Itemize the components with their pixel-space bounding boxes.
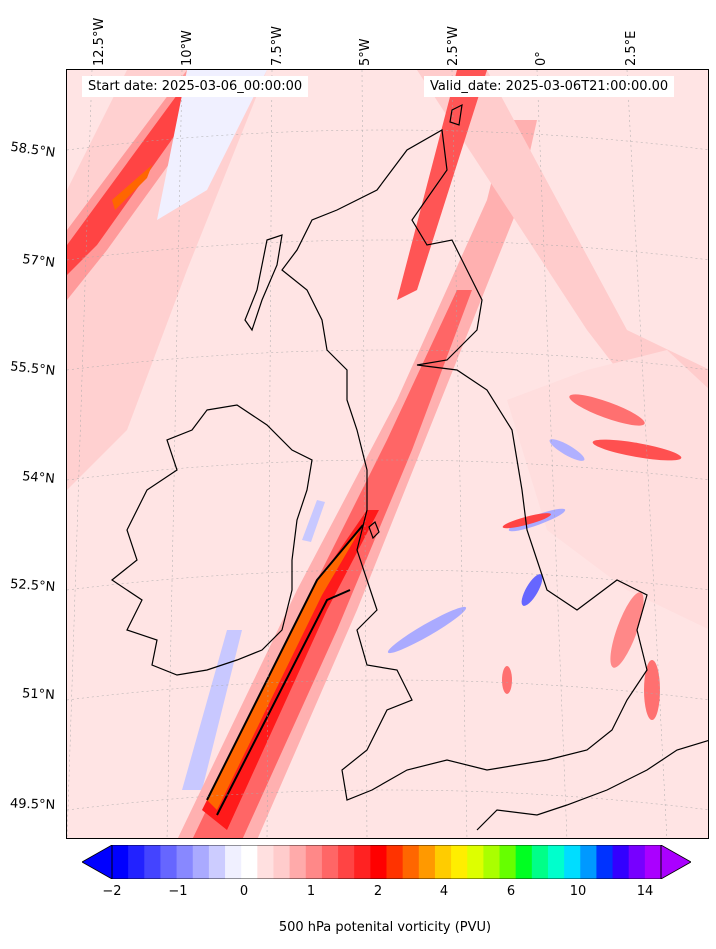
lat-label-57n: 57°N [21,252,56,271]
colorbar-segment [338,845,355,879]
lon-label-7-5w: 7.5°W [270,25,285,66]
lon-label-10w: 10°W [180,30,195,66]
colorbar-segment [531,845,549,879]
colorbar-segment [208,845,226,879]
colorbar-segment [128,845,145,879]
colorbar-segment [273,845,291,879]
colorbar-segment [644,845,662,879]
pv-low-streak-west [182,630,242,790]
colorbar-segment [160,845,178,879]
colorbar-segment [354,845,371,879]
lat-label-54n: 54°N [21,469,56,487]
colorbar-segment [144,845,161,879]
colorbar-segment [402,845,420,879]
pv-south-cell-2 [610,592,644,668]
pv-low-streak-irish-sea [302,500,325,542]
colorbar-segment [596,845,614,879]
colorbar-segment [370,845,387,879]
pv-ribbon-outer [177,120,537,838]
coastline-isle-of-man [368,521,380,540]
colorbar-border [111,845,662,879]
colorbar-segment [241,845,258,879]
pv-contour-2b [216,589,351,816]
coastline-great-britain [281,129,648,801]
lon-label-5w: 5°W [358,38,373,66]
pv-south-low [387,606,467,654]
colorbar-segment [176,845,194,879]
colorbar-tick-10: 10 [569,884,587,899]
pv-east-low-1 [549,439,585,461]
colorbar-label: 500 hPa potenital vorticity (PVU) [278,920,492,935]
pv-ribbon-max [207,525,363,810]
pv-south-cell-1 [502,666,512,694]
pv-east-cell-1 [569,394,645,426]
colorbar-tick-1: 1 [306,884,316,899]
colorbar-segment [418,845,436,879]
colorbar-tick-4: 4 [439,884,449,899]
colorbar-tick-6: 6 [506,884,516,899]
colorbar-segment [305,845,323,879]
pv-low-streak-north [157,70,267,220]
colorbar-segment [112,845,129,879]
colorbar-segment [386,845,404,879]
colorbar-tick-0: 0 [239,884,249,899]
colorbar [82,845,691,879]
lat-label-52-5n: 52.5°N [9,576,56,595]
colorbar-tick-minus2: −2 [102,884,122,899]
pv-east-cell-3 [502,513,551,529]
coastline-orkney [449,103,463,126]
lat-label-58-5n: 58.5°N [9,139,57,161]
colorbar-segment [499,845,517,879]
colorbar-segment [257,845,274,879]
lon-label-2-5e: 2.5°E [624,30,639,66]
colorbar-segment [564,845,581,879]
colorbar-segment [434,845,452,879]
pv-east-region [507,350,708,630]
start-date-label: Start date: 2025-03-06_00:00:00 [82,76,309,97]
pv-east-cell-2 [592,439,682,461]
colorbar-segment [628,845,646,879]
colorbar-tick-14: 14 [636,884,654,899]
colorbar-segment [192,845,210,879]
pv-map [66,69,709,839]
colorbar-segment [483,845,501,879]
lat-label-51n: 51°N [21,686,56,703]
coastline-ireland [110,404,313,676]
lon-label-12-5w: 12.5°W [92,17,107,66]
colorbar-segment [451,845,468,879]
colorbar-tick-minus1: −1 [168,884,188,899]
coastlines [110,103,708,831]
valid-date-label: Valid_date: 2025-03-06T21:00:00.00 [424,76,675,97]
colorbar-segment [515,845,533,879]
pv-contour-2 [206,524,364,801]
lon-label-0: 0° [534,51,549,66]
colorbar-segment [225,845,242,879]
pv-south-cell-3 [644,660,660,720]
colorbar-segment [289,845,307,879]
colorbar-segment [580,845,597,879]
colorbar-arrow-min [82,845,113,879]
pv-east-low-3 [521,574,543,606]
lat-label-49-5n: 49.5°N [9,796,56,813]
colorbar-segment [612,845,630,879]
pv-northwest-max [112,165,152,210]
colorbar-segment [547,845,565,879]
colorbar-tick-2: 2 [373,884,383,899]
colorbar-segment [467,845,484,879]
coastline-outer-hebrides [244,234,283,332]
colorbar-segment [321,845,339,879]
coastline-france [476,739,708,831]
colorbar-arrow-max [660,845,691,879]
pv-field [67,70,708,838]
pv-north-jet [397,70,487,300]
graticule [67,70,708,838]
lat-label-55-5n: 55.5°N [9,359,56,379]
lon-label-2-5w: 2.5°W [446,25,461,66]
colorbar-segments [112,845,662,879]
